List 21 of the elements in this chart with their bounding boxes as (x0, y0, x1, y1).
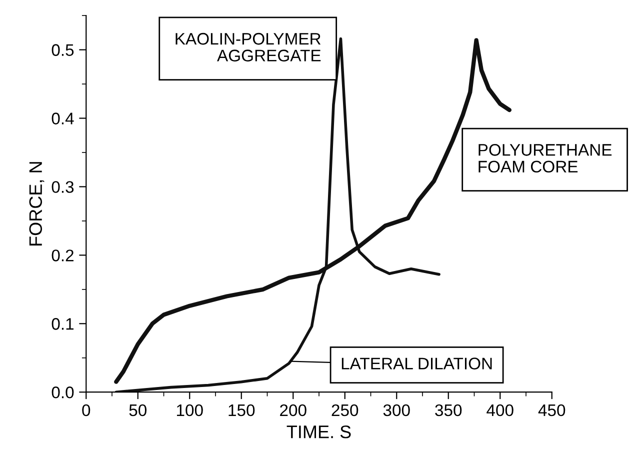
x-tick-label: 450 (538, 404, 566, 416)
y-tick-label: 0.5 (52, 44, 74, 56)
y-tick-label: 0.1 (52, 318, 74, 330)
series-label: POLYURETHANE FOAM CORE (478, 144, 612, 173)
y-tick-label: 0.0 (52, 386, 74, 398)
x-tick-label: 200 (280, 404, 306, 416)
y-tick-label: 0.3 (52, 181, 74, 193)
x-tick-label: 100 (176, 404, 203, 416)
x-tick-label: 0 (82, 404, 90, 416)
x-tick-label: 300 (383, 404, 410, 416)
x-tick-label: 150 (228, 404, 255, 416)
y-tick-label: 0.2 (52, 250, 74, 262)
x-axis-title: TIME. S (286, 425, 351, 438)
y-tick-label: 0.4 (52, 112, 74, 124)
x-tick-label: 50 (129, 404, 146, 416)
x-tick-label: 400 (486, 404, 514, 416)
x-tick-label: 350 (435, 404, 462, 416)
x-tick-label: 250 (332, 404, 358, 416)
series-label: KAOLIN-POLYMER AGGREGATE (176, 32, 321, 62)
y-axis-title: FORCE, N (29, 162, 44, 246)
annotation: LATERAL DILATION (342, 358, 492, 370)
